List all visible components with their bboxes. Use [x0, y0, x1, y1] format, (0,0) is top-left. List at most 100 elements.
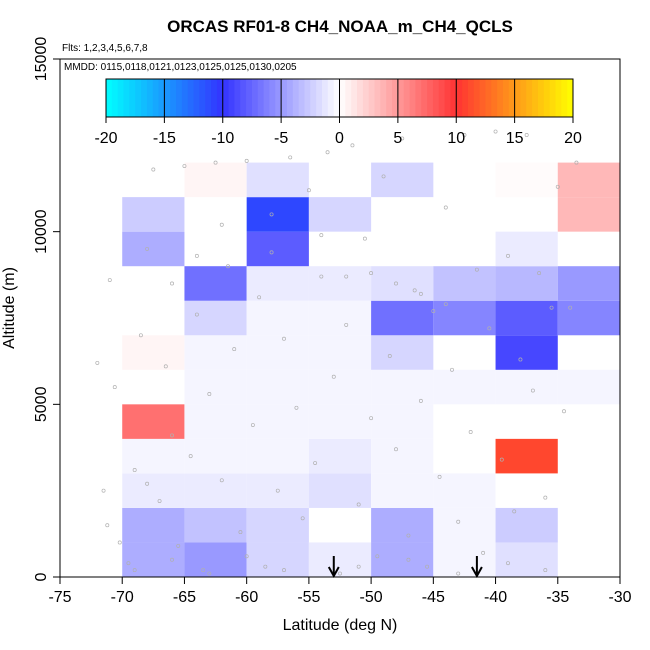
colorbar-segment — [561, 79, 568, 117]
observation-point — [145, 481, 150, 486]
colorbar-segment — [269, 79, 276, 117]
observation-point — [138, 333, 143, 338]
colorbar-segment — [374, 79, 381, 117]
observation-point — [418, 398, 423, 403]
colorbar-segment — [117, 79, 125, 117]
observation-point — [456, 519, 461, 524]
observation-point — [300, 516, 305, 521]
x-tick-label: -75 — [48, 589, 71, 606]
observation-point — [151, 167, 156, 172]
y-tick-label: 0 — [33, 572, 50, 581]
colorbar-segment — [555, 79, 562, 117]
observation-point — [418, 291, 423, 296]
observation-point — [512, 509, 517, 514]
heatmap-cell — [122, 404, 185, 439]
observation-point — [226, 264, 230, 269]
heatmap-cell — [495, 542, 558, 577]
heatmap-cell — [433, 300, 496, 336]
heatmap-cell — [371, 542, 434, 577]
colorbar-segment — [246, 79, 253, 117]
colorbar-segment — [537, 79, 545, 117]
heatmap-cell — [308, 404, 372, 439]
observation-point — [313, 461, 318, 465]
colorbar-segment — [345, 79, 352, 117]
heatmap-cell — [557, 369, 620, 405]
colorbar-tick-label: -10 — [211, 130, 234, 147]
observation-point — [126, 561, 131, 566]
x-tick-label: -60 — [235, 589, 258, 606]
heatmap-cell — [184, 300, 247, 336]
observation-point — [331, 374, 336, 379]
observation-point — [338, 571, 342, 576]
x-tick-label: -65 — [173, 589, 196, 606]
observation-point — [381, 174, 386, 179]
heatmap-cell — [495, 507, 558, 543]
x-tick-label: -70 — [111, 589, 134, 606]
observation-point — [244, 554, 249, 559]
colorbar-segment — [392, 79, 399, 117]
colorbar-segment — [106, 79, 113, 117]
observation-point — [530, 388, 535, 393]
colorbar-segment — [467, 79, 475, 117]
colorbar-tick-label: 20 — [564, 130, 582, 147]
colorbar-segment — [479, 79, 486, 117]
colorbar-segment — [193, 79, 200, 117]
observation-point — [201, 568, 206, 573]
observation-point — [350, 143, 355, 148]
observation-point — [387, 354, 392, 358]
colorbar-segment — [427, 79, 434, 117]
observation-point — [319, 233, 324, 238]
heatmap-cell — [433, 507, 496, 543]
heatmap-cell — [184, 369, 247, 405]
colorbar-tick-label: 0 — [335, 130, 344, 147]
x-tick-label: -55 — [297, 589, 320, 606]
colorbar-segment — [514, 79, 521, 117]
colorbar-segment — [240, 79, 247, 117]
colorbar-segment — [152, 79, 160, 117]
observation-point — [132, 467, 137, 472]
heatmap-cell — [246, 542, 309, 577]
heatmap-cell — [308, 300, 372, 336]
observation-point — [462, 133, 467, 137]
chart-title: ORCAS RF01-8 CH4_NOAA_m_CH4_QCLS — [167, 17, 513, 36]
observation-point — [269, 250, 274, 255]
observation-point — [232, 347, 237, 352]
heatmap-cell — [184, 266, 247, 301]
colorbar-segment — [123, 79, 130, 117]
colorbar-segment — [205, 79, 212, 117]
observation-point — [170, 281, 174, 286]
colorbar-segment — [275, 79, 282, 117]
observation-point — [188, 454, 193, 459]
colorbar-tick-label: -15 — [153, 130, 176, 147]
observation-point — [499, 457, 504, 462]
heatmap-cell — [122, 231, 185, 267]
colorbar-segment — [520, 79, 527, 117]
heatmap-cell — [433, 369, 496, 405]
colorbar-segment — [462, 79, 469, 117]
arrow-marker — [327, 556, 340, 579]
colorbar-segment — [438, 79, 446, 117]
colorbar-segment — [164, 79, 171, 117]
heatmap-cell — [371, 162, 434, 198]
observation-point — [170, 433, 174, 438]
observation-point — [157, 499, 162, 503]
heatmap-cell — [308, 473, 372, 508]
colorbar-segment — [158, 79, 165, 117]
observation-point — [555, 184, 560, 189]
colorbar-segment — [129, 79, 136, 117]
colorbar-segment — [397, 79, 405, 117]
observation-point — [574, 160, 579, 165]
heatmap-cell — [371, 335, 434, 370]
colorbar-segment — [181, 79, 189, 117]
heatmap-cell — [371, 438, 434, 474]
colorbar-segment — [216, 79, 224, 117]
y-tick-label: 15000 — [33, 37, 50, 82]
observation-point — [95, 360, 100, 365]
colorbar-segment — [292, 79, 300, 117]
heatmap-cell — [122, 438, 185, 474]
observation-point — [163, 364, 168, 369]
colorbar-segment — [450, 79, 457, 117]
heatmap-cell — [246, 162, 309, 198]
heatmap-cell — [495, 266, 558, 301]
colorbar-segment — [170, 79, 177, 117]
